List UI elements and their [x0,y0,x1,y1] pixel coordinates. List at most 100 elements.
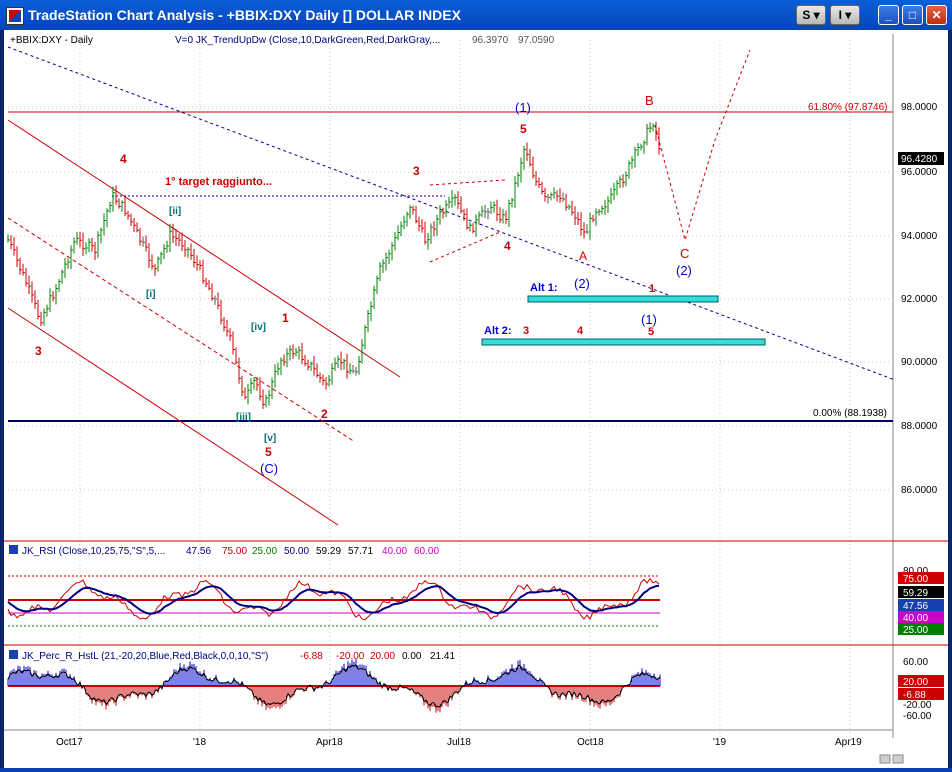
alt1-label: Alt 1: [530,282,558,294]
price-axis-ticks: 98.0000 96.0000 94.0000 92.0000 90.0000 … [901,102,938,496]
svg-text:2: 2 [321,407,328,421]
svg-text:(1): (1) [515,100,531,115]
svg-text:3: 3 [523,325,529,337]
svg-text:98.0000: 98.0000 [901,102,938,113]
svg-text:1: 1 [282,311,289,325]
wave-labels: 1° target raggiunto... Alt 1: Alt 2: 3 4… [35,93,692,476]
window-title: TradeStation Chart Analysis - +BBIX:DXY … [28,7,461,23]
last-price-badge [898,152,944,165]
svg-text:94.0000: 94.0000 [901,231,938,242]
svg-text:40.00: 40.00 [382,546,407,557]
svg-text:25.00: 25.00 [252,546,277,557]
svg-text:'18: '18 [193,737,206,748]
svg-text:88.0000: 88.0000 [901,421,938,432]
rsi-levels [8,575,660,627]
svg-text:3: 3 [413,164,420,178]
indicator-label: V=0 JK_TrendUpDw (Close,10,DarkGreen,Red… [175,35,440,46]
perc-line [7,663,661,709]
svg-text:96.0000: 96.0000 [901,167,938,178]
svg-text:C: C [680,246,689,261]
svg-text:Apr18: Apr18 [316,737,343,748]
maximize-button[interactable]: □ [902,5,923,25]
svg-text:-20.00: -20.00 [903,700,932,711]
i-menu-button[interactable]: I ▾ [830,5,860,25]
svg-text:-6.88: -6.88 [903,690,926,701]
fib-bottom-label: 0.00% (88.1938) [813,408,887,419]
price-bars [7,121,661,409]
fib-top-label: 61.80% (97.8746) [808,102,888,113]
channel-lines [7,49,751,526]
svg-text:B: B [645,93,654,108]
rsi-values: 47.56 75.00 25.00 50.00 59.29 57.71 40.0… [186,546,439,557]
time-axis: Oct17 '18 Apr18 Jul18 Oct18 '19 Apr19 [56,737,862,748]
symbol-label: +BBIX:DXY - Daily [10,35,93,46]
alt2-bar [481,338,766,346]
svg-text:59.29: 59.29 [903,588,928,599]
svg-text:Jul18: Jul18 [447,737,471,748]
svg-text:57.71: 57.71 [348,546,373,557]
minimize-button[interactable]: _ [878,5,899,25]
window-bottom-border [0,768,952,772]
svg-text:-6.88: -6.88 [300,651,323,662]
perc-label: JK_Perc_R_HstL (21,-20,20,Blue,Red,Black… [22,651,268,662]
svg-text:47.56: 47.56 [186,546,211,557]
svg-text:20.00: 20.00 [370,651,395,662]
close-button[interactable]: ✕ [926,5,947,25]
svg-text:5: 5 [265,445,272,459]
svg-text:4: 4 [120,152,127,166]
chart-svg[interactable]: 61.80% (97.8746) 0.00% (88.1938) 98.0000… [4,30,948,768]
scroll-right-button[interactable] [892,754,904,764]
svg-text:50.00: 50.00 [284,546,309,557]
svg-text:[v]: [v] [264,433,276,444]
rsi-label: JK_RSI (Close,10,25,75,"S",5,... [22,546,165,557]
svg-text:20.00: 20.00 [903,677,928,688]
svg-text:[iii]: [iii] [236,412,251,423]
svg-text:90.0000: 90.0000 [901,357,938,368]
alt1-bar [527,295,719,303]
svg-text:Apr19: Apr19 [835,737,862,748]
svg-text:A: A [579,249,587,263]
svg-text:86.0000: 86.0000 [901,485,938,496]
svg-text:75.00: 75.00 [903,574,928,585]
svg-text:47.56: 47.56 [903,601,928,612]
svg-text:5: 5 [520,122,527,136]
app-icon [6,7,24,25]
svg-text:(1): (1) [641,312,657,327]
header-labels: +BBIX:DXY - Daily V=0 JK_TrendUpDw (Clos… [10,35,555,46]
svg-text:-60.00: -60.00 [903,711,932,722]
target-label: 1° target raggiunto... [165,176,272,188]
s-menu-button[interactable]: S ▾ [796,5,826,25]
scroll-left-button[interactable] [879,754,891,764]
perc-values: -6.88 -20.00 20.00 0.00 21.41 [300,651,455,662]
svg-text:4: 4 [577,325,584,337]
svg-text:21.41: 21.41 [430,651,455,662]
perc-icon [9,650,18,659]
svg-text:[i]: [i] [146,289,155,300]
perc-axis: 60.00 20.00 -6.88 -20.00 -60.00 [898,657,944,722]
svg-text:40.00: 40.00 [903,613,928,624]
svg-text:60.00: 60.00 [903,657,928,668]
rsi-axis: 80.00 75.00 59.29 47.56 40.00 25.00 [898,566,944,636]
svg-text:0.00: 0.00 [402,651,422,662]
svg-text:60.00: 60.00 [414,546,439,557]
svg-text:1: 1 [649,283,655,295]
alt2-label: Alt 2: [484,325,512,337]
chart-area[interactable]: 61.80% (97.8746) 0.00% (88.1938) 98.0000… [4,30,948,768]
last-price-value: 96.4280 [901,154,938,165]
svg-text:[ii]: [ii] [169,206,181,217]
svg-text:-20.00: -20.00 [336,651,365,662]
rsi-average [7,584,660,615]
svg-text:Oct17: Oct17 [56,737,83,748]
rsi-icon [9,545,18,554]
svg-text:25.00: 25.00 [903,625,928,636]
svg-text:75.00: 75.00 [222,546,247,557]
svg-text:92.0000: 92.0000 [901,294,938,305]
svg-text:(C): (C) [260,461,278,476]
svg-text:96.3970: 96.3970 [472,35,509,46]
svg-text:5: 5 [648,326,654,338]
svg-text:97.0590: 97.0590 [518,35,555,46]
svg-text:[iv]: [iv] [251,322,266,333]
svg-text:3: 3 [35,344,42,358]
price-gridlines [8,40,892,738]
svg-text:80.00: 80.00 [903,566,928,577]
